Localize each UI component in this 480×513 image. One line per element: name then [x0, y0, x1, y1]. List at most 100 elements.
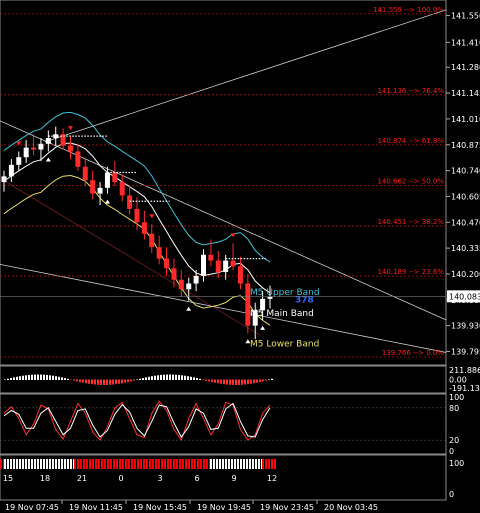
hist-bar: [19, 376, 21, 380]
candle-body: [260, 298, 266, 311]
hist-bar: [223, 379, 225, 385]
hist-bar: [265, 379, 267, 381]
stoch-line: [3, 400, 271, 442]
candle-body: [75, 151, 81, 167]
hist-bar: [151, 376, 153, 380]
trend-bar: [34, 459, 36, 469]
hist-bar: [7, 378, 9, 380]
candle-body: [186, 283, 192, 290]
hist-bar: [214, 379, 216, 383]
band-label: M5 Main Band: [250, 309, 314, 319]
candle-body: [60, 134, 66, 146]
candle-body: [164, 258, 170, 269]
hist-bar: [124, 379, 126, 383]
fib-level-label: 140.189 --> 23.6%: [377, 268, 444, 276]
y-tick-label: 139.930: [451, 322, 480, 331]
hist-bar: [25, 375, 27, 380]
hist-bar: [211, 379, 213, 383]
trend-bar: [206, 459, 208, 469]
trend-bar: [197, 459, 199, 469]
hist-bar: [229, 379, 231, 385]
candle-body: [230, 260, 236, 267]
hist-bar: [208, 379, 210, 382]
trend-bar: [122, 459, 124, 469]
trend-bar: [119, 459, 121, 469]
trend-bar: [70, 459, 72, 469]
hist-bar: [160, 374, 162, 380]
trend-bar: [170, 459, 172, 469]
trend-bar: [146, 459, 148, 469]
stoch-y-label: 100: [449, 393, 464, 402]
trend-bar: [228, 459, 230, 469]
stoch-line: [3, 402, 271, 438]
time-axis-label: 19 Nov 15:45: [133, 503, 187, 512]
candle-body: [252, 310, 258, 326]
time-axis-label: 19 Nov 07:45: [5, 503, 59, 512]
hist-bar: [91, 379, 93, 385]
candle-body: [104, 172, 110, 188]
hist-bar: [271, 378, 273, 380]
fib-level-label: 140.874 --> 61.8%: [377, 137, 444, 145]
hist-bar: [85, 379, 87, 384]
trend-bar: [61, 459, 63, 469]
candle-body: [141, 222, 147, 234]
hist-bar: [31, 374, 33, 380]
trend-bar: [131, 459, 133, 469]
candle-body: [223, 260, 229, 273]
trend-bar: [255, 459, 257, 469]
hist-bar: [157, 375, 159, 380]
trend-bar: [31, 459, 33, 469]
x-tick-label: 3: [157, 474, 162, 483]
hist-bar: [58, 376, 60, 380]
hist-bar: [244, 379, 246, 385]
buy-arrow: [45, 157, 51, 162]
trend-bar: [92, 459, 94, 469]
hist-bar: [88, 379, 90, 384]
hist-bar: [202, 379, 204, 381]
hist-y-label: 211.8863: [449, 366, 480, 375]
trend-bar: [86, 459, 88, 469]
time-axis-label: 19 Nov 19:45: [197, 503, 251, 512]
hist-bar: [145, 377, 147, 380]
fib-level-label: 140.451 --> 38.2%: [377, 218, 444, 226]
candle-body: [1, 176, 7, 183]
y-tick-label: 140.605: [451, 192, 480, 201]
fib-level-label: 139.766 --> 0.0%: [382, 349, 444, 357]
trend-bar: [164, 459, 166, 469]
trend-y-label: 100: [449, 459, 464, 468]
hist-bar: [34, 374, 36, 380]
lower-trendline: [0, 263, 447, 353]
candle-body: [45, 138, 51, 144]
trend-bar: [46, 459, 48, 469]
hist-bar: [142, 378, 144, 380]
hist-bar: [16, 376, 18, 380]
candle-body: [82, 166, 88, 181]
hist-bar: [40, 374, 42, 380]
trend-bar: [173, 459, 175, 469]
trend-bar: [25, 459, 27, 469]
trend-bar: [191, 459, 193, 469]
trend-bar: [249, 459, 251, 469]
sell-arrow: [149, 214, 155, 219]
channel-line: [0, 177, 261, 336]
y-tick-label: 140.470: [451, 218, 480, 227]
trend-bar: [52, 459, 54, 469]
trend-bar: [222, 459, 224, 469]
hist-bar: [37, 374, 39, 380]
hist-bar: [43, 374, 45, 380]
trend-bar: [231, 459, 233, 469]
sell-arrow: [230, 233, 236, 238]
hist-bar: [256, 379, 258, 383]
hist-bar: [187, 376, 189, 380]
hist-bar: [253, 379, 255, 384]
sell-arrow: [68, 126, 73, 131]
hist-bar: [190, 376, 192, 380]
trend-bar: [237, 459, 239, 469]
trend-bar: [40, 459, 42, 469]
trend-bar: [67, 459, 69, 469]
candle-body: [119, 182, 125, 196]
hist-bar: [118, 379, 120, 384]
hist-y-label: 0.00: [449, 376, 467, 385]
trend-bar: [113, 459, 115, 469]
hist-bar: [115, 379, 117, 385]
